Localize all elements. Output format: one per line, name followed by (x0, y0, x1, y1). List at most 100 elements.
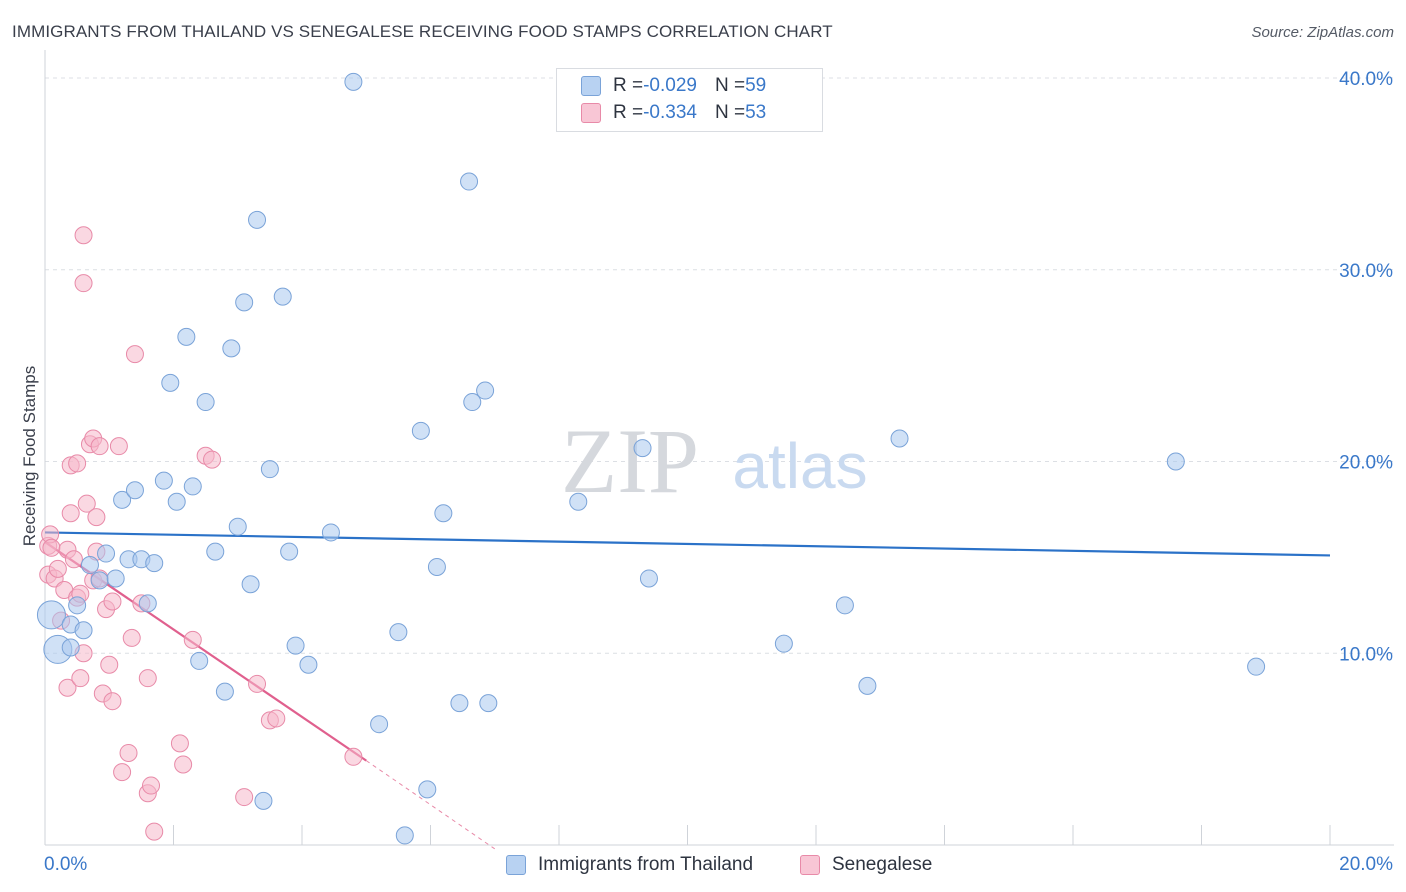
data-point-senegalese (344, 747, 363, 766)
legend-n-value: 59 (745, 75, 767, 96)
data-point-senegalese (235, 788, 254, 807)
data-point-thailand (154, 471, 173, 490)
data-point-thailand (395, 826, 414, 845)
data-point-thailand (479, 694, 498, 713)
data-point-thailand (1166, 452, 1185, 471)
data-point-thailand (774, 634, 793, 653)
legend-n-label: N = (714, 102, 746, 123)
data-point-senegalese (100, 655, 119, 674)
data-point-senegalese (77, 494, 96, 513)
legend-row-thailand: R = -0.029 N = 59 (581, 73, 766, 99)
data-point-thailand (633, 439, 652, 458)
data-point-senegalese (61, 504, 80, 523)
y-tick-label: 10.0% (1339, 644, 1393, 665)
data-point-thailand (36, 600, 66, 630)
legend-r-label: R = (613, 75, 644, 96)
data-point-thailand (463, 393, 482, 412)
data-point-senegalese (74, 226, 93, 245)
legend-n-label: N = (714, 75, 746, 96)
watermark-atlas: atlas (732, 430, 867, 502)
data-point-senegalese (125, 345, 144, 364)
legend-swatch-thailand (581, 76, 601, 96)
data-point-senegalese (64, 550, 83, 569)
x-tick-label: 20.0% (1339, 854, 1393, 875)
data-point-thailand (280, 542, 299, 561)
legend-row-senegalese: R = -0.334 N = 53 (581, 100, 766, 126)
legend-r-value: -0.029 (643, 75, 697, 96)
y-axis-label: Receiving Food Stamps (20, 365, 39, 547)
data-point-senegalese (183, 630, 202, 649)
bottom-legend-thailand: Immigrants from Thailand (506, 852, 753, 878)
data-point-thailand (321, 523, 340, 542)
data-point-senegalese (103, 692, 122, 711)
legend-n-value: 53 (745, 102, 767, 123)
data-point-thailand (241, 575, 260, 594)
data-point-senegalese (68, 454, 87, 473)
data-point-thailand (145, 554, 164, 573)
data-point-thailand (389, 623, 408, 642)
data-point-thailand (61, 638, 80, 657)
data-point-thailand (222, 339, 241, 358)
watermark: ZIP atlas (561, 410, 868, 512)
data-point-thailand (476, 381, 495, 400)
data-point-senegalese (119, 743, 138, 762)
data-point-thailand (639, 569, 658, 588)
data-point-senegalese (174, 755, 193, 774)
data-point-thailand (161, 373, 180, 392)
data-point-thailand (167, 492, 186, 511)
data-point-senegalese (48, 559, 67, 578)
correlation-legend: R = -0.029 N = 59 R = -0.334 N = 53 (556, 68, 823, 132)
series-senegalese-points (39, 226, 363, 841)
data-point-thailand (138, 594, 157, 613)
y-tick-label: 20.0% (1339, 453, 1393, 474)
data-point-thailand (215, 682, 234, 701)
x-tick-label: 0.0% (44, 854, 87, 875)
chart-title: IMMIGRANTS FROM THAILAND VS SENEGALESE R… (12, 22, 833, 41)
data-point-thailand (68, 596, 87, 615)
data-point-senegalese (122, 628, 141, 647)
data-point-thailand (370, 715, 389, 734)
bottom-legend-senegalese: Senegalese (800, 852, 932, 878)
data-point-senegalese (109, 437, 128, 456)
trend-line-thailand (44, 531, 1331, 557)
data-point-thailand (248, 210, 267, 229)
trend-line-senegalese-extension (365, 760, 496, 850)
data-point-senegalese (113, 763, 132, 782)
data-point-senegalese (103, 592, 122, 611)
data-point-thailand (80, 556, 99, 575)
data-point-senegalese (138, 669, 157, 688)
data-point-thailand (890, 429, 909, 448)
bottom-legend-label-senegalese: Senegalese (832, 854, 933, 875)
data-point-thailand (418, 780, 437, 799)
legend-swatch-senegalese (581, 103, 601, 123)
data-point-thailand (434, 504, 453, 523)
bottom-legend-swatch-senegalese (800, 855, 820, 875)
data-point-thailand (569, 492, 588, 511)
y-tick-label: 40.0% (1339, 69, 1393, 90)
data-point-thailand (190, 651, 209, 670)
data-point-thailand (113, 490, 132, 509)
data-point-thailand (125, 481, 144, 500)
data-point-thailand (427, 557, 446, 576)
data-point-thailand (260, 460, 279, 479)
data-point-thailand (196, 393, 215, 412)
data-point-senegalese (142, 776, 161, 795)
tick-labels: 10.0% 20.0% 30.0% 40.0% 0.0% 20.0% (44, 69, 1393, 875)
data-point-thailand (460, 172, 479, 191)
legend-r-value: -0.334 (643, 102, 697, 123)
data-point-senegalese (267, 709, 286, 728)
axes (44, 50, 1394, 846)
data-point-senegalese (42, 538, 61, 557)
data-point-thailand (90, 571, 109, 590)
data-point-senegalese (71, 669, 90, 688)
data-point-thailand (344, 72, 363, 91)
data-point-thailand (411, 421, 430, 440)
bottom-legend-swatch-thailand (506, 855, 526, 875)
data-point-thailand (183, 477, 202, 496)
data-point-senegalese (90, 437, 109, 456)
bottom-legend-label-thailand: Immigrants from Thailand (538, 854, 754, 875)
legend-r-label: R = (613, 102, 644, 123)
chart-source: Source: ZipAtlas.com (1251, 24, 1394, 41)
data-point-senegalese (170, 734, 189, 753)
